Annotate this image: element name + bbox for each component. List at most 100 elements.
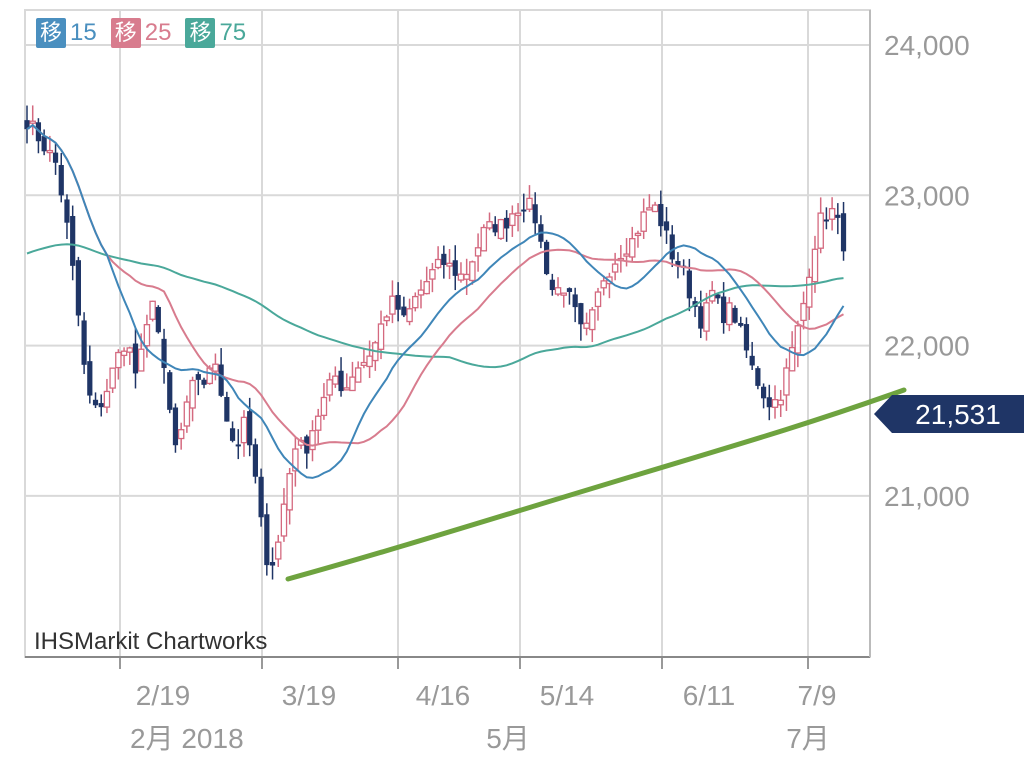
x-tick-label: 2/19 [136, 680, 191, 711]
candle-body-up [794, 325, 802, 354]
candle-body-up [429, 269, 436, 280]
candle-body-down [395, 294, 401, 310]
candle-body-up [314, 415, 322, 431]
candle-body-up [771, 399, 779, 408]
candle-body-down [264, 514, 270, 566]
candle-body-up [811, 248, 819, 283]
candle-body-down [338, 370, 344, 392]
candle-body-down [70, 216, 76, 266]
candle-body-up [320, 396, 328, 417]
candle-body-down [161, 338, 167, 369]
candle-body-down [81, 320, 87, 365]
y-tick-label: 23,000 [884, 180, 970, 211]
candle-body-up [788, 346, 796, 372]
candle-body-down [572, 294, 578, 308]
x-tick-label: 7/9 [798, 680, 837, 711]
candle-body-down [252, 444, 258, 477]
candle-body-up [332, 375, 339, 385]
candle-body-down [738, 322, 744, 326]
legend-ma75[interactable]: 移 75 [185, 18, 246, 48]
candle-body-up [651, 204, 659, 213]
candle-body-down [686, 270, 692, 299]
candle-body-up [463, 273, 470, 280]
candle-body-up [377, 323, 385, 350]
candle-body-up [417, 289, 425, 296]
legend-ma15-value: 15 [70, 19, 97, 46]
legend-ma25-badge: 移 [110, 18, 141, 48]
candle-body-up [469, 261, 476, 282]
legend-ma25-value: 25 [144, 19, 172, 46]
legend-ma25[interactable]: 移 25 [110, 18, 172, 48]
candle-body-up [103, 390, 111, 408]
x-month-label: 2月 2018 [130, 723, 244, 754]
candle-body-down [224, 397, 230, 422]
last-price-marker: 21,531 [874, 395, 1024, 433]
candle-body-up [526, 197, 533, 210]
x-axis-labels: 2/19 3/19 4/16 5/14 6/11 7/9 2月 2018 5月 7月 [130, 680, 836, 754]
candle-body-down [247, 411, 253, 446]
candle-body-up [309, 430, 316, 451]
ma75-line [26, 243, 844, 369]
candle-body-up [623, 253, 630, 257]
chart-watermark: IHSMarkit Chartworks [34, 628, 268, 655]
candle-body-down [675, 260, 681, 266]
candle-body-down [663, 221, 670, 231]
x-tick-label: 6/11 [683, 680, 735, 711]
candle-body-up [434, 258, 442, 269]
candle-body-up [777, 399, 784, 406]
candle-body-up [783, 367, 790, 396]
candle-body-up [640, 211, 647, 232]
candle-body-down [218, 364, 224, 396]
candle-body-up [600, 280, 607, 289]
candle-body-up [137, 348, 145, 372]
candle-body-down [835, 214, 841, 218]
candle-body-up [726, 302, 733, 326]
candle-body-up [29, 120, 36, 124]
ma15-line [26, 123, 845, 479]
candle-body-up [149, 300, 156, 320]
candle-body-up [274, 541, 282, 560]
trendline-path [285, 387, 907, 582]
candle-body-up [366, 355, 373, 368]
candle-body-up [486, 221, 493, 229]
y-axis-labels: 24,000 23,000 22,000 21,000 [884, 30, 970, 512]
candle-body-up [326, 379, 333, 396]
plot-frame [24, 9, 871, 658]
candle-body-down [658, 204, 664, 227]
price-marker-text: 21,531 [915, 399, 1001, 430]
candle-body-up [280, 503, 288, 537]
ma25-line [26, 123, 844, 447]
x-tick-label: 5/14 [540, 680, 595, 711]
legend-ma15[interactable]: 移 15 [36, 18, 97, 48]
candle-body-up [343, 387, 351, 391]
candle-body-down [87, 361, 93, 396]
trendline [285, 387, 907, 582]
candle-body-down [41, 136, 47, 152]
x-month-label: 7月 [786, 723, 830, 754]
y-tick-label: 24,000 [884, 30, 970, 61]
candle-body-down [823, 219, 829, 222]
candle-body-up [349, 376, 356, 392]
x-month-label: 5月 [486, 723, 530, 754]
candle-body-down [549, 279, 555, 291]
candle-body-up [406, 308, 413, 323]
legend-ma75-value: 75 [219, 19, 247, 46]
candle-body-up [177, 429, 185, 440]
candle-body-up [360, 361, 368, 367]
candle-body-up [423, 280, 430, 295]
candle-body-up [629, 238, 636, 258]
candle-body-down [132, 343, 139, 374]
candle-body-up [189, 379, 196, 409]
candle-body-down [721, 296, 727, 324]
candle-body-down [258, 476, 264, 518]
candle-body-up [115, 351, 122, 369]
candle-body-down [452, 260, 458, 276]
candle-body-down [401, 306, 407, 316]
candle-body-up [292, 448, 299, 472]
candle-body-down [544, 241, 550, 275]
candle-body-up [800, 302, 807, 322]
candle-body-down [167, 372, 173, 410]
candle-body-up [354, 367, 362, 383]
candle-body-down [760, 386, 767, 399]
